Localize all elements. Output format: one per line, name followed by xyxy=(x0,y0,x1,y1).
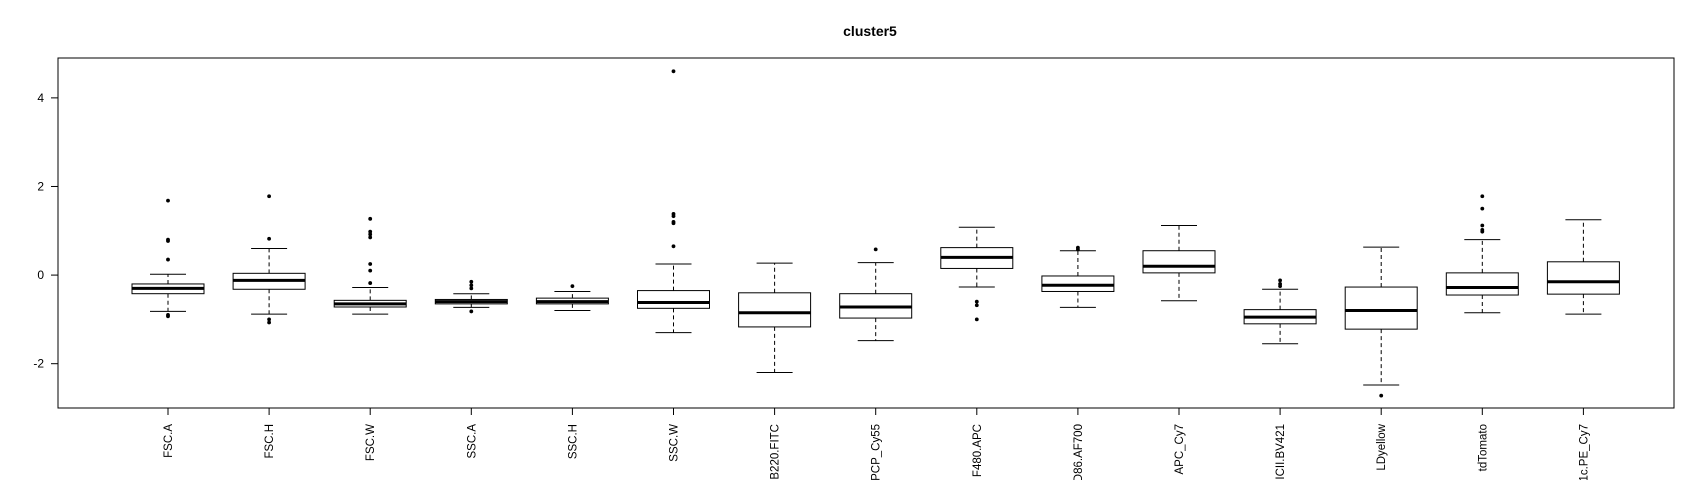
outlier-point xyxy=(873,247,878,252)
outlier-point xyxy=(267,236,271,241)
boxplot-item xyxy=(535,284,609,312)
y-axis: -2 0 2 4 xyxy=(33,91,58,371)
iqr-box xyxy=(1445,272,1519,296)
x-category-label: SSC.W xyxy=(669,424,681,462)
y-tick-label: 4 xyxy=(37,91,44,105)
outlier-point xyxy=(1480,194,1485,199)
outlier-point xyxy=(974,299,979,304)
boxplot-item xyxy=(738,262,812,374)
outlier-point xyxy=(469,279,474,284)
outlier-point xyxy=(1480,206,1485,211)
boxplot-item xyxy=(434,279,508,314)
outlier-point xyxy=(368,235,373,240)
x-category-label: FSC.A xyxy=(163,424,175,458)
x-category-label: LDyellow xyxy=(1376,423,1388,470)
outlier-point xyxy=(671,220,676,224)
x-category-label: 1c.PE_Cy7 xyxy=(1578,424,1590,480)
x-category-label: B220.FITC xyxy=(770,424,782,480)
y-tick-label: 2 xyxy=(37,179,44,193)
outlier-point xyxy=(1076,245,1080,250)
boxplot-item xyxy=(232,194,306,325)
outlier-point xyxy=(671,244,676,249)
boxplot-item xyxy=(940,226,1014,322)
outlier-point xyxy=(368,281,373,285)
outlier-point xyxy=(368,262,373,266)
outlier-point xyxy=(267,320,271,325)
outlier-point xyxy=(368,268,373,273)
iqr-box xyxy=(738,292,812,328)
outlier-point xyxy=(974,303,979,308)
boxplot-item xyxy=(1041,245,1115,308)
outlier-point xyxy=(267,194,271,199)
x-category-label: tdTomato xyxy=(1477,424,1489,471)
outlier-point xyxy=(469,283,474,288)
outlier-point xyxy=(166,198,170,203)
boxplot-item xyxy=(1445,194,1519,314)
x-axis-labels: FSC.A FSC.H FSC.W SSC.A SSC.H SSC.W B220.FITC P… xyxy=(163,408,1590,480)
outlier-point xyxy=(469,286,474,291)
x-category-label: PCP_Cy55 xyxy=(871,424,883,480)
outlier-point xyxy=(166,257,170,262)
boxplot-item xyxy=(131,198,205,319)
x-category-label: SSC.A xyxy=(466,424,478,459)
outlier-point xyxy=(267,317,271,322)
boxplot-item xyxy=(1142,224,1216,302)
x-category-label: ICII.BV421 xyxy=(1275,424,1287,480)
outlier-point xyxy=(166,314,170,319)
plot-frame xyxy=(57,57,1675,409)
chart-title: cluster5 xyxy=(843,23,897,39)
iqr-box xyxy=(1041,275,1115,292)
y-tick-label: -2 xyxy=(33,357,44,371)
outlier-point xyxy=(368,229,373,234)
boxplot-item xyxy=(637,69,710,334)
outlier-point xyxy=(570,284,575,289)
outlier-point xyxy=(368,216,373,221)
outlier-point xyxy=(1480,223,1485,228)
boxplot-item xyxy=(1546,219,1620,315)
x-category-label: F480.APC xyxy=(972,424,984,477)
x-category-label: APC_Cy7 xyxy=(1174,424,1186,475)
outlier-point xyxy=(166,237,170,242)
x-category-label: SSC.H xyxy=(567,424,579,459)
y-tick-label: 0 xyxy=(37,268,44,282)
outlier-point xyxy=(671,69,676,74)
iqr-box xyxy=(1546,261,1620,295)
outlier-point xyxy=(974,317,979,322)
x-category-label: D86.AF700 xyxy=(1073,424,1085,480)
boxplot-item xyxy=(839,247,913,342)
outlier-point xyxy=(469,309,474,314)
boxplot-item xyxy=(1344,246,1418,398)
boxplot-item xyxy=(1243,278,1317,345)
iqr-box xyxy=(1142,250,1216,274)
outlier-point xyxy=(1379,393,1384,398)
outlier-point xyxy=(1480,227,1485,232)
boxes-group xyxy=(131,69,1620,398)
iqr-box xyxy=(637,290,710,309)
outlier-point xyxy=(1278,278,1282,283)
boxplot-item xyxy=(333,216,407,315)
outlier-point xyxy=(671,212,676,216)
iqr-box xyxy=(1344,286,1418,330)
outlier-point xyxy=(368,232,373,237)
x-category-label: FSC.W xyxy=(365,424,377,461)
outlier-point xyxy=(1278,282,1282,286)
x-category-label: FSC.H xyxy=(264,424,276,459)
